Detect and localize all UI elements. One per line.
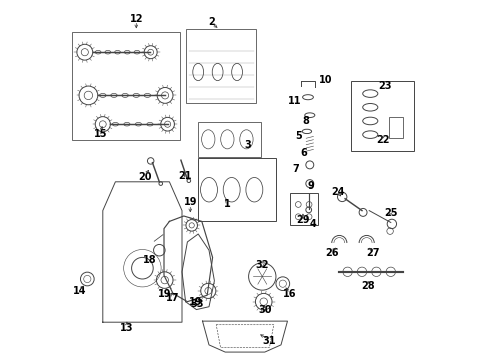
Bar bbox=[198, 122, 261, 157]
Text: 10: 10 bbox=[319, 75, 333, 85]
Text: 17: 17 bbox=[166, 293, 180, 303]
Bar bbox=[198, 158, 275, 221]
Text: 30: 30 bbox=[258, 305, 271, 315]
Text: 23: 23 bbox=[379, 81, 392, 91]
Text: 19: 19 bbox=[184, 197, 197, 207]
Text: 6: 6 bbox=[300, 148, 307, 158]
Text: 8: 8 bbox=[302, 116, 309, 126]
Text: 18: 18 bbox=[143, 255, 156, 265]
Text: 9: 9 bbox=[307, 181, 314, 192]
Text: 16: 16 bbox=[283, 289, 297, 300]
Text: 13: 13 bbox=[120, 323, 134, 333]
Text: 5: 5 bbox=[295, 131, 302, 141]
Text: 26: 26 bbox=[325, 248, 339, 258]
Text: 3: 3 bbox=[245, 140, 251, 150]
Text: 19: 19 bbox=[158, 289, 172, 300]
Text: 1: 1 bbox=[224, 199, 231, 210]
Bar bbox=[290, 193, 318, 225]
Bar bbox=[351, 81, 414, 151]
Text: 31: 31 bbox=[263, 336, 276, 346]
Text: 32: 32 bbox=[255, 260, 269, 270]
Text: 27: 27 bbox=[366, 248, 380, 258]
Text: 24: 24 bbox=[331, 186, 344, 197]
Text: 22: 22 bbox=[376, 135, 389, 145]
Text: 15: 15 bbox=[94, 129, 108, 139]
Text: 20: 20 bbox=[138, 172, 152, 182]
Text: 2: 2 bbox=[209, 17, 215, 27]
Bar bbox=[389, 117, 403, 138]
Text: 21: 21 bbox=[178, 171, 191, 181]
Text: 33: 33 bbox=[191, 299, 204, 309]
Text: 28: 28 bbox=[361, 281, 375, 291]
Text: 29: 29 bbox=[296, 215, 310, 225]
Text: 11: 11 bbox=[288, 96, 301, 106]
Bar bbox=[186, 29, 256, 103]
Bar bbox=[72, 32, 180, 140]
Text: 14: 14 bbox=[74, 286, 87, 296]
Text: 19: 19 bbox=[189, 297, 202, 307]
Text: 4: 4 bbox=[309, 219, 316, 229]
Text: 7: 7 bbox=[293, 164, 299, 174]
Text: 25: 25 bbox=[384, 208, 397, 218]
Text: 12: 12 bbox=[129, 14, 143, 24]
